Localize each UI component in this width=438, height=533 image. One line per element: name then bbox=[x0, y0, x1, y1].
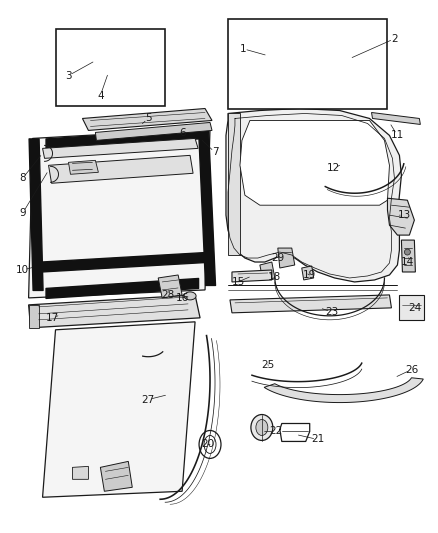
Text: 26: 26 bbox=[405, 365, 418, 375]
Polygon shape bbox=[49, 155, 193, 183]
Polygon shape bbox=[82, 109, 212, 131]
Polygon shape bbox=[232, 270, 272, 282]
Polygon shape bbox=[399, 295, 424, 320]
Text: 8: 8 bbox=[19, 173, 26, 183]
Ellipse shape bbox=[256, 419, 268, 435]
Polygon shape bbox=[158, 275, 182, 298]
Polygon shape bbox=[246, 39, 292, 72]
Polygon shape bbox=[302, 266, 314, 280]
Circle shape bbox=[103, 74, 113, 84]
Text: 14: 14 bbox=[401, 257, 414, 267]
Text: 1: 1 bbox=[240, 44, 246, 54]
Text: 10: 10 bbox=[16, 265, 29, 275]
Ellipse shape bbox=[251, 415, 273, 440]
Text: 12: 12 bbox=[327, 163, 340, 173]
Polygon shape bbox=[388, 198, 414, 235]
Ellipse shape bbox=[204, 435, 216, 454]
Text: 25: 25 bbox=[261, 360, 275, 370]
Polygon shape bbox=[260, 51, 272, 63]
Text: 16: 16 bbox=[176, 293, 189, 303]
Polygon shape bbox=[28, 295, 200, 328]
Text: 27: 27 bbox=[141, 394, 155, 405]
Polygon shape bbox=[260, 262, 275, 280]
Polygon shape bbox=[89, 39, 118, 69]
Text: 3: 3 bbox=[65, 70, 72, 80]
Polygon shape bbox=[230, 295, 392, 313]
Polygon shape bbox=[371, 112, 420, 124]
Text: 4: 4 bbox=[97, 91, 104, 101]
Polygon shape bbox=[264, 378, 423, 402]
Text: 17: 17 bbox=[46, 313, 59, 323]
Text: 15: 15 bbox=[231, 277, 244, 287]
Bar bbox=[228, 19, 388, 109]
Text: 7: 7 bbox=[212, 147, 218, 157]
Text: 28: 28 bbox=[162, 290, 175, 300]
Text: 5: 5 bbox=[145, 114, 152, 124]
Polygon shape bbox=[100, 462, 132, 491]
Polygon shape bbox=[28, 128, 210, 298]
Polygon shape bbox=[72, 466, 88, 479]
Ellipse shape bbox=[199, 431, 221, 458]
Text: 22: 22 bbox=[269, 426, 283, 437]
Text: 21: 21 bbox=[311, 434, 324, 445]
Text: 18: 18 bbox=[268, 272, 282, 282]
Polygon shape bbox=[42, 139, 198, 158]
Polygon shape bbox=[68, 160, 99, 174]
Text: 6: 6 bbox=[179, 128, 185, 139]
Polygon shape bbox=[401, 240, 415, 272]
Ellipse shape bbox=[184, 292, 196, 300]
Text: 23: 23 bbox=[325, 307, 338, 317]
Text: 13: 13 bbox=[398, 210, 411, 220]
Polygon shape bbox=[228, 114, 240, 255]
Polygon shape bbox=[278, 248, 295, 268]
Text: 19: 19 bbox=[303, 270, 316, 280]
Bar bbox=[56, 29, 165, 106]
Polygon shape bbox=[240, 120, 389, 205]
Text: 9: 9 bbox=[19, 208, 26, 218]
Text: 11: 11 bbox=[391, 131, 404, 140]
Polygon shape bbox=[42, 322, 195, 497]
Text: 2: 2 bbox=[391, 34, 398, 44]
Polygon shape bbox=[95, 123, 212, 140]
Polygon shape bbox=[226, 109, 401, 282]
Circle shape bbox=[404, 249, 410, 255]
Text: 29: 29 bbox=[271, 253, 284, 263]
Text: 20: 20 bbox=[201, 439, 215, 449]
Text: 24: 24 bbox=[408, 303, 421, 313]
Circle shape bbox=[348, 53, 360, 64]
Polygon shape bbox=[28, 305, 39, 328]
